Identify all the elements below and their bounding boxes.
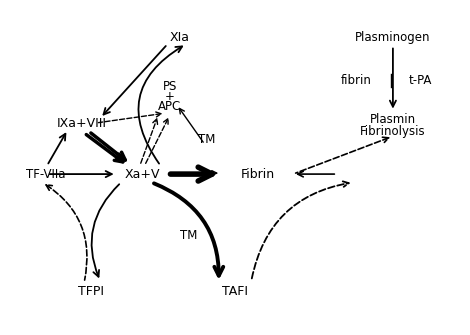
Text: Xa+V: Xa+V — [125, 168, 160, 181]
Text: t-PA: t-PA — [409, 74, 432, 87]
Text: TF-VIIa: TF-VIIa — [26, 168, 65, 181]
Text: TM: TM — [198, 133, 216, 146]
Text: fibrin: fibrin — [340, 74, 371, 87]
Text: Plasmin: Plasmin — [370, 113, 416, 126]
Text: TAFI: TAFI — [222, 284, 248, 297]
Text: TFPI: TFPI — [78, 284, 104, 297]
Text: TM: TM — [180, 228, 197, 242]
Text: +: + — [165, 90, 175, 103]
Text: Plasminogen: Plasminogen — [355, 31, 431, 44]
Text: IXa+VIII: IXa+VIII — [57, 117, 107, 130]
Text: XIa: XIa — [169, 31, 189, 44]
Text: Fibrin: Fibrin — [241, 168, 275, 181]
Text: PS: PS — [163, 80, 177, 93]
Text: APC: APC — [158, 100, 181, 113]
Text: Fibrinolysis: Fibrinolysis — [360, 125, 426, 138]
